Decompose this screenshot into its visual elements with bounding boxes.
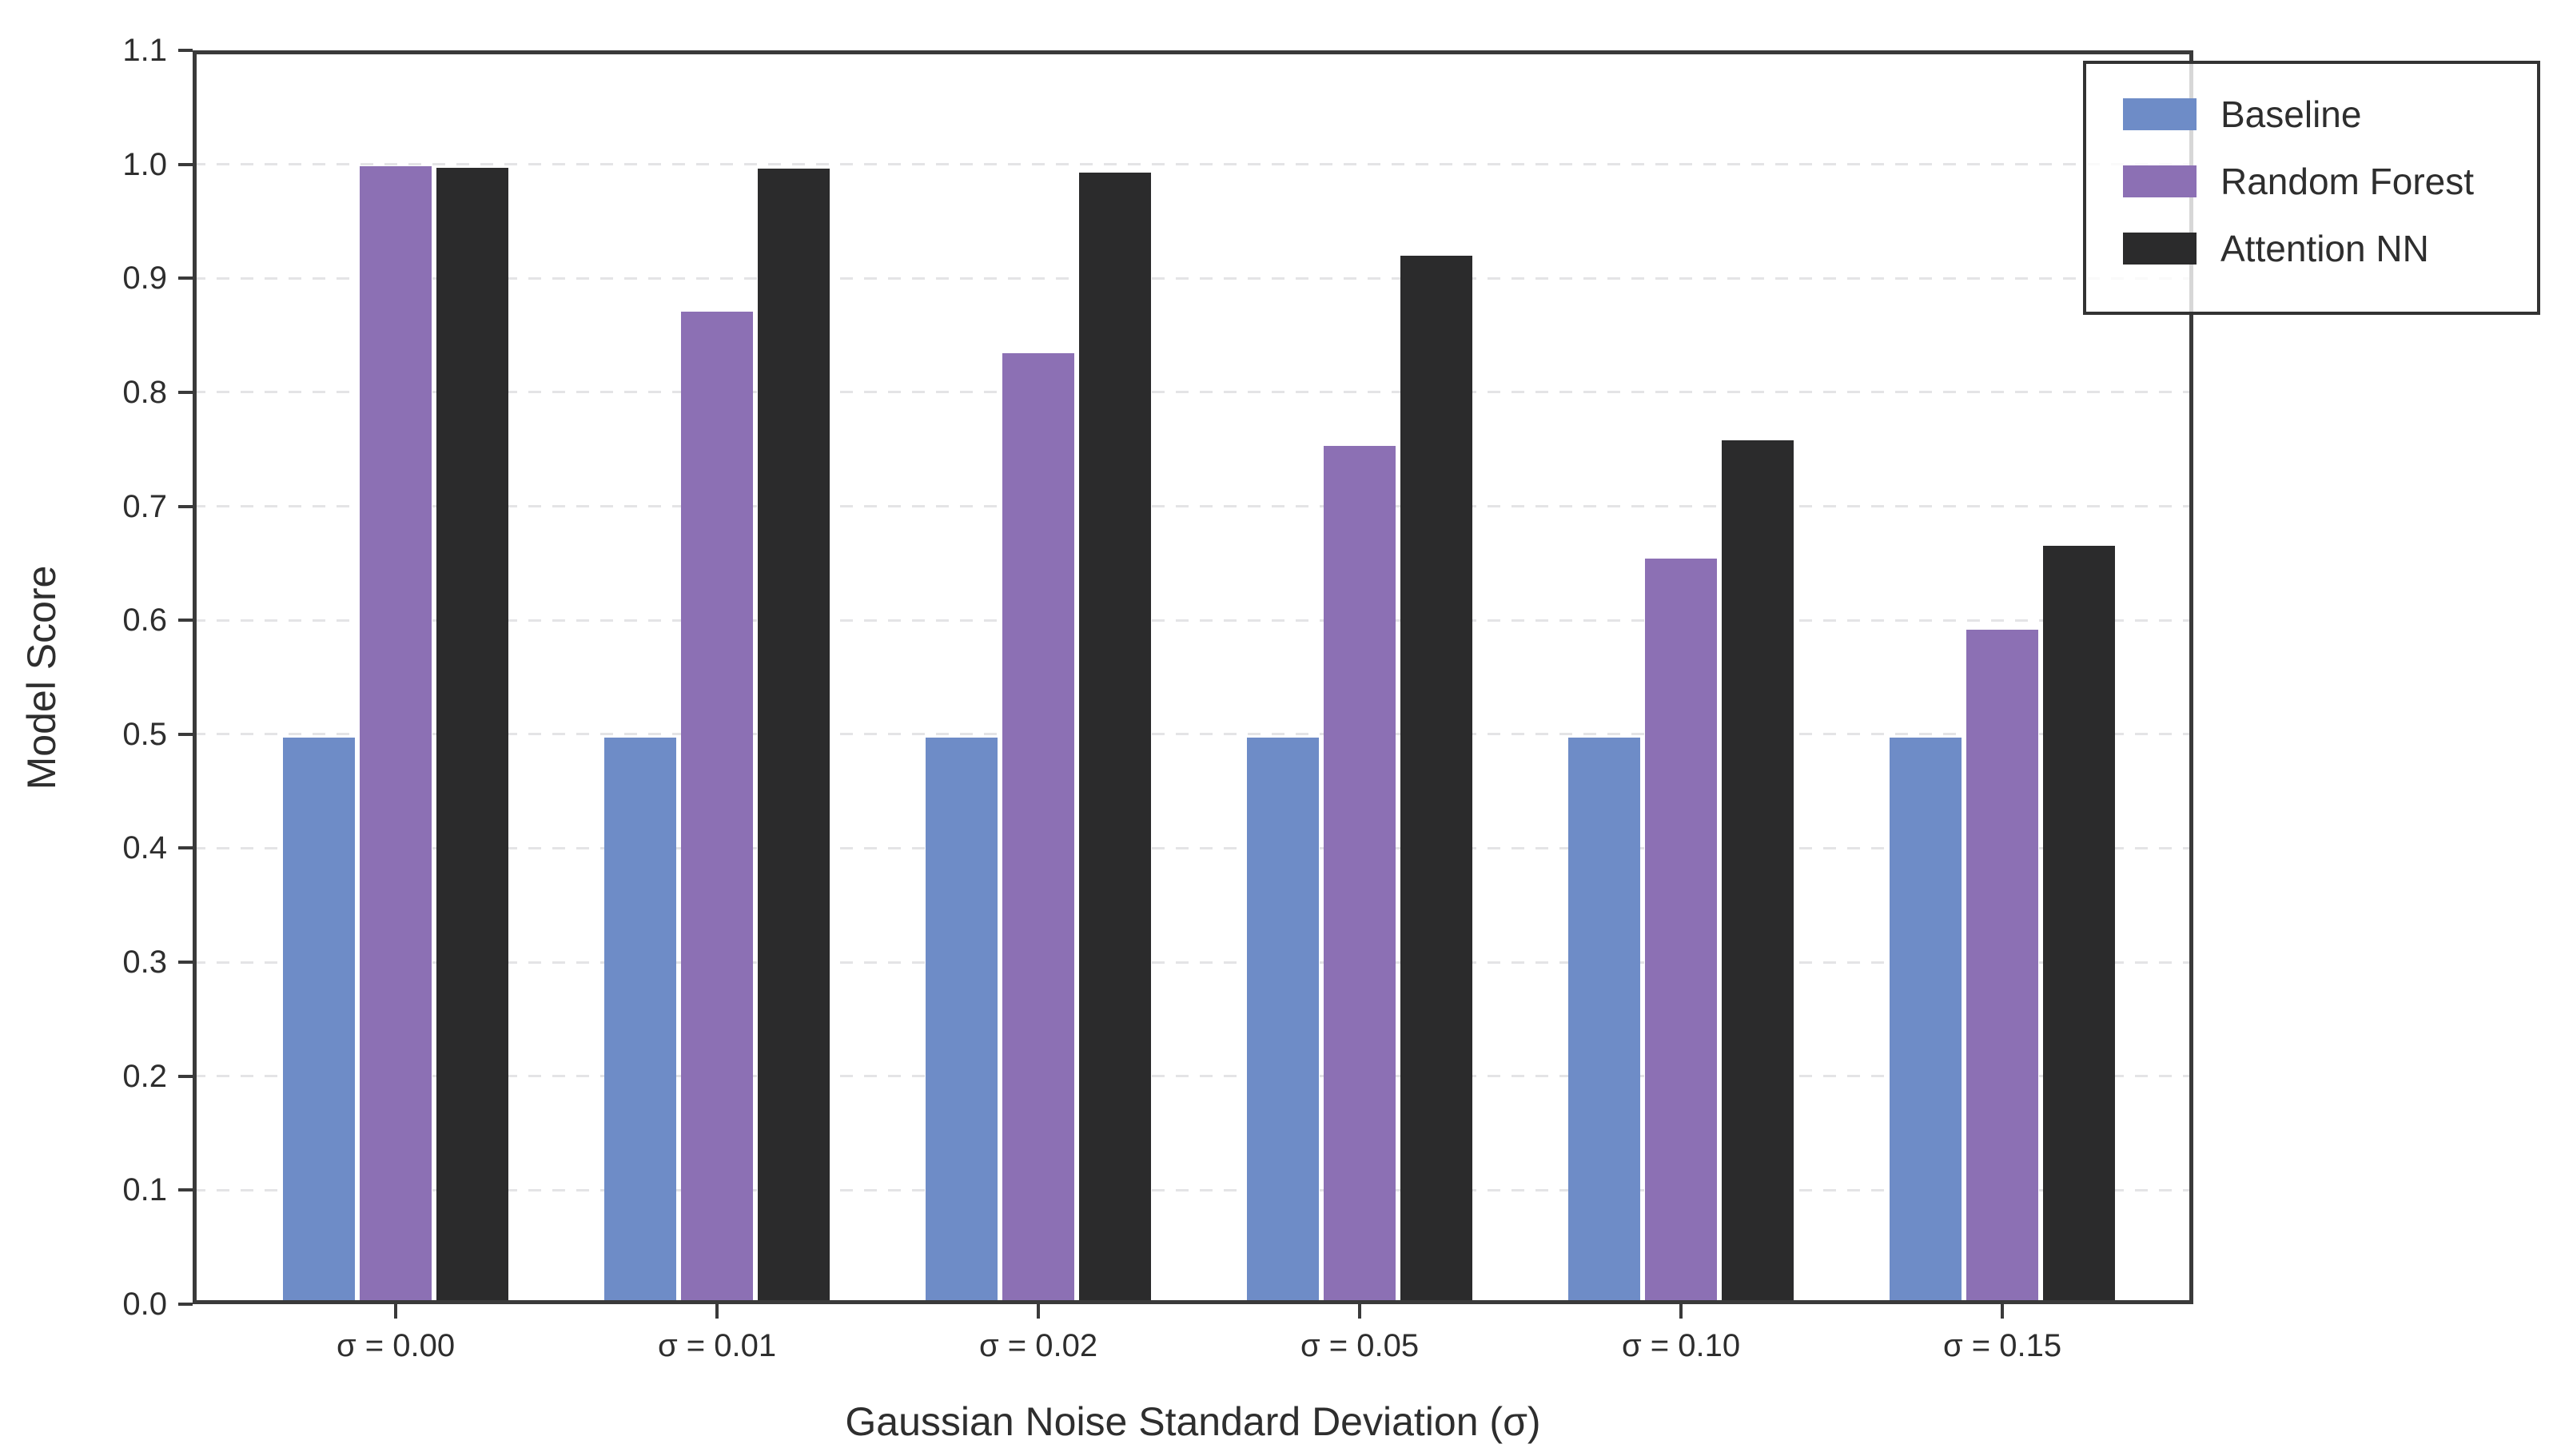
x-axis-title: Gaussian Noise Standard Deviation (σ) [845, 1399, 1541, 1444]
bar-random-forest [1966, 629, 2038, 1303]
x-tick [394, 1304, 397, 1319]
y-tick-label: 0.8 [122, 374, 167, 410]
y-axis-title: Model Score [19, 565, 64, 790]
y-tick-label: 0.4 [122, 830, 167, 866]
bar-attention-nn [2043, 546, 2115, 1303]
bar-random-forest [681, 311, 753, 1303]
legend-label: Random Forest [2220, 161, 2475, 202]
legend-label: Baseline [2220, 93, 2362, 135]
x-tick-label: σ = 0.05 [1300, 1328, 1420, 1363]
gridline [193, 505, 2193, 508]
bar-baseline [283, 738, 355, 1303]
y-tick [178, 1074, 193, 1078]
x-tick [1358, 1304, 1361, 1319]
bar-attention-nn [436, 167, 508, 1303]
bar-random-forest [360, 166, 432, 1303]
y-tick [178, 162, 193, 166]
legend-label: Attention NN [2220, 228, 2429, 269]
x-tick-label: σ = 0.15 [1942, 1328, 2062, 1363]
y-tick-label: 0.0 [122, 1287, 167, 1322]
y-tick [178, 1303, 193, 1306]
x-tick [2001, 1304, 2004, 1319]
legend-row: Baseline [2123, 96, 2537, 133]
legend-swatch-attention-nn [2123, 233, 2197, 265]
bar-baseline [1568, 738, 1640, 1303]
y-tick-label: 0.7 [122, 488, 167, 524]
bar-attention-nn [1079, 172, 1151, 1303]
bar-random-forest [1002, 353, 1074, 1303]
y-tick [178, 846, 193, 850]
y-tick [178, 390, 193, 394]
bar-baseline [926, 738, 998, 1303]
y-tick-label: 1.0 [122, 146, 167, 182]
bar-baseline [1890, 738, 1962, 1303]
y-tick-label: 0.1 [122, 1172, 167, 1208]
gridline [193, 619, 2193, 622]
y-tick [178, 732, 193, 736]
bar-baseline [1247, 738, 1319, 1303]
y-tick [178, 619, 193, 623]
x-tick-label: σ = 0.01 [657, 1328, 777, 1363]
y-tick-label: 1.1 [122, 33, 167, 68]
legend-row: Attention NN [2123, 230, 2537, 267]
y-tick [178, 504, 193, 508]
gridline [193, 391, 2193, 394]
y-tick [178, 1188, 193, 1192]
bar-baseline [604, 738, 676, 1303]
legend: Baseline Random Forest Attention NN [2083, 61, 2540, 315]
y-tick [178, 276, 193, 280]
y-tick-label: 0.5 [122, 716, 167, 752]
y-tick [178, 49, 193, 52]
x-tick-label: σ = 0.02 [978, 1328, 1098, 1363]
gridline [193, 276, 2193, 280]
y-tick [178, 961, 193, 965]
gridline [193, 961, 2193, 964]
x-tick-label: σ = 0.00 [336, 1328, 456, 1363]
legend-swatch-baseline [2123, 98, 2197, 130]
gridline [193, 163, 2193, 166]
y-tick-label: 0.9 [122, 261, 167, 296]
x-tick [1037, 1304, 1040, 1319]
gridline [193, 846, 2193, 849]
y-tick-label: 0.6 [122, 603, 167, 638]
bar-attention-nn [758, 169, 830, 1303]
x-tick [1679, 1304, 1683, 1319]
bar-attention-nn [1722, 440, 1794, 1303]
bar-random-forest [1324, 445, 1396, 1303]
bar-random-forest [1645, 559, 1717, 1303]
gridline [193, 1188, 2193, 1191]
gridline [193, 1075, 2193, 1078]
x-tick [715, 1304, 719, 1319]
y-tick-label: 0.2 [122, 1058, 167, 1094]
bar-attention-nn [1400, 255, 1472, 1303]
legend-row: Random Forest [2123, 163, 2537, 200]
y-tick-label: 0.3 [122, 945, 167, 981]
gridline [193, 733, 2193, 736]
legend-swatch-random-forest [2123, 165, 2197, 197]
x-tick-label: σ = 0.10 [1621, 1328, 1741, 1363]
